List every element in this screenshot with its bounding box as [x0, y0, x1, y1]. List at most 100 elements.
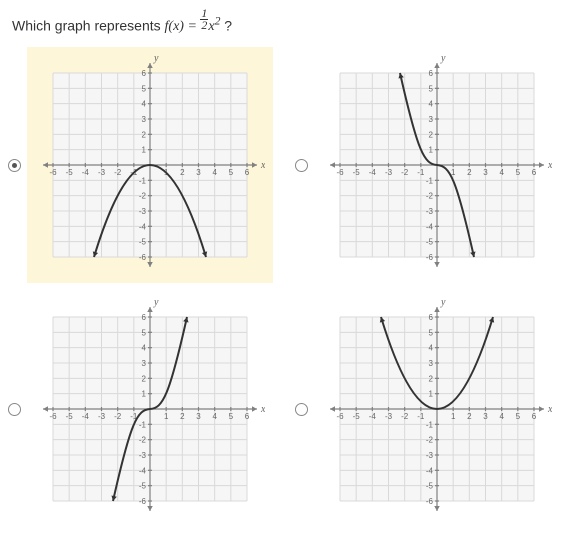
svg-text:-6: -6	[426, 253, 434, 262]
svg-text:-5: -5	[353, 168, 361, 177]
svg-text:y: y	[153, 55, 159, 64]
svg-text:x: x	[547, 160, 552, 171]
svg-text:1: 1	[429, 390, 434, 399]
option-c[interactable]: -6-6-5-5-4-4-3-3-2-2-1-1112233445566xy	[8, 291, 287, 527]
svg-text:-2: -2	[139, 436, 147, 445]
svg-text:5: 5	[516, 412, 521, 421]
svg-text:2: 2	[467, 412, 472, 421]
svg-text:5: 5	[229, 168, 234, 177]
svg-text:4: 4	[429, 344, 434, 353]
svg-text:-3: -3	[385, 168, 393, 177]
svg-text:y: y	[153, 299, 159, 308]
radio-b[interactable]	[295, 159, 308, 172]
svg-text:-1: -1	[426, 421, 434, 430]
svg-text:5: 5	[429, 329, 434, 338]
svg-text:3: 3	[196, 168, 201, 177]
svg-text:6: 6	[245, 412, 250, 421]
svg-text:-3: -3	[139, 207, 147, 216]
svg-text:2: 2	[142, 375, 147, 384]
svg-text:6: 6	[532, 168, 537, 177]
svg-text:6: 6	[532, 412, 537, 421]
svg-text:5: 5	[142, 329, 147, 338]
graph-wrap-d: -6-6-5-5-4-4-3-3-2-2-1-1112233445566xy	[314, 291, 560, 527]
radio-c[interactable]	[8, 403, 21, 416]
svg-text:4: 4	[429, 100, 434, 109]
svg-text:-1: -1	[139, 421, 147, 430]
svg-text:-3: -3	[98, 412, 106, 421]
svg-text:4: 4	[212, 412, 217, 421]
svg-text:x: x	[260, 404, 265, 415]
svg-text:-3: -3	[385, 412, 393, 421]
svg-text:4: 4	[212, 168, 217, 177]
option-b[interactable]: -6-6-5-5-4-4-3-3-2-2-1-1112233445566xy	[295, 47, 574, 283]
svg-text:2: 2	[180, 168, 185, 177]
graph-c: -6-6-5-5-4-4-3-3-2-2-1-1112233445566xy	[35, 299, 265, 519]
radio-dot	[12, 163, 17, 168]
svg-text:3: 3	[483, 168, 488, 177]
svg-text:-2: -2	[114, 412, 122, 421]
svg-text:y: y	[440, 55, 446, 64]
svg-text:3: 3	[483, 412, 488, 421]
svg-text:y: y	[440, 299, 446, 308]
svg-text:2: 2	[467, 168, 472, 177]
svg-text:1: 1	[451, 412, 456, 421]
option-a[interactable]: -6-6-5-5-4-4-3-3-2-2-1-1112233445566xy	[8, 47, 287, 283]
svg-text:-2: -2	[401, 412, 409, 421]
svg-text:-1: -1	[417, 412, 425, 421]
svg-text:-6: -6	[139, 253, 147, 262]
svg-text:-5: -5	[139, 238, 147, 247]
svg-text:4: 4	[499, 412, 504, 421]
svg-text:5: 5	[429, 85, 434, 94]
question-prefix: Which graph represents	[12, 17, 165, 33]
svg-text:-2: -2	[426, 192, 434, 201]
options-grid: -6-6-5-5-4-4-3-3-2-2-1-1112233445566xy -…	[8, 47, 574, 527]
svg-text:-1: -1	[417, 168, 425, 177]
graph-wrap-b: -6-6-5-5-4-4-3-3-2-2-1-1112233445566xy	[314, 47, 560, 283]
svg-text:-2: -2	[139, 192, 147, 201]
svg-text:6: 6	[142, 69, 147, 78]
graph-b: -6-6-5-5-4-4-3-3-2-2-1-1112233445566xy	[322, 55, 552, 275]
option-d[interactable]: -6-6-5-5-4-4-3-3-2-2-1-1112233445566xy	[295, 291, 574, 527]
svg-text:2: 2	[180, 412, 185, 421]
svg-text:-5: -5	[66, 412, 74, 421]
svg-text:1: 1	[429, 146, 434, 155]
svg-text:-4: -4	[426, 467, 434, 476]
svg-text:-3: -3	[139, 451, 147, 460]
radio-a[interactable]	[8, 159, 21, 172]
svg-text:-3: -3	[98, 168, 106, 177]
svg-text:-2: -2	[114, 168, 122, 177]
svg-text:x: x	[260, 160, 265, 171]
svg-text:-5: -5	[353, 412, 361, 421]
radio-d[interactable]	[295, 403, 308, 416]
svg-text:-4: -4	[139, 223, 147, 232]
graph-a: -6-6-5-5-4-4-3-3-2-2-1-1112233445566xy	[35, 55, 265, 275]
question-suffix: ?	[224, 17, 232, 33]
svg-text:-5: -5	[139, 482, 147, 491]
svg-text:4: 4	[142, 100, 147, 109]
svg-text:1: 1	[142, 390, 147, 399]
svg-text:5: 5	[229, 412, 234, 421]
svg-text:6: 6	[429, 69, 434, 78]
svg-text:-6: -6	[49, 168, 57, 177]
svg-text:3: 3	[142, 115, 147, 124]
svg-text:2: 2	[429, 375, 434, 384]
svg-text:1: 1	[164, 412, 169, 421]
svg-text:5: 5	[516, 168, 521, 177]
svg-text:-6: -6	[426, 497, 434, 506]
svg-text:-1: -1	[139, 177, 147, 186]
svg-text:-4: -4	[82, 168, 90, 177]
svg-text:-6: -6	[139, 497, 147, 506]
svg-text:3: 3	[429, 359, 434, 368]
svg-text:2: 2	[429, 131, 434, 140]
question-formula: f(x) = 12x2	[165, 19, 221, 34]
svg-text:-5: -5	[426, 238, 434, 247]
svg-text:6: 6	[142, 313, 147, 322]
svg-text:x: x	[547, 404, 552, 415]
graph-wrap-a: -6-6-5-5-4-4-3-3-2-2-1-1112233445566xy	[27, 47, 273, 283]
svg-text:-2: -2	[426, 436, 434, 445]
svg-text:-4: -4	[369, 412, 377, 421]
svg-text:3: 3	[429, 115, 434, 124]
svg-text:-1: -1	[426, 177, 434, 186]
svg-text:-5: -5	[426, 482, 434, 491]
svg-text:2: 2	[142, 131, 147, 140]
